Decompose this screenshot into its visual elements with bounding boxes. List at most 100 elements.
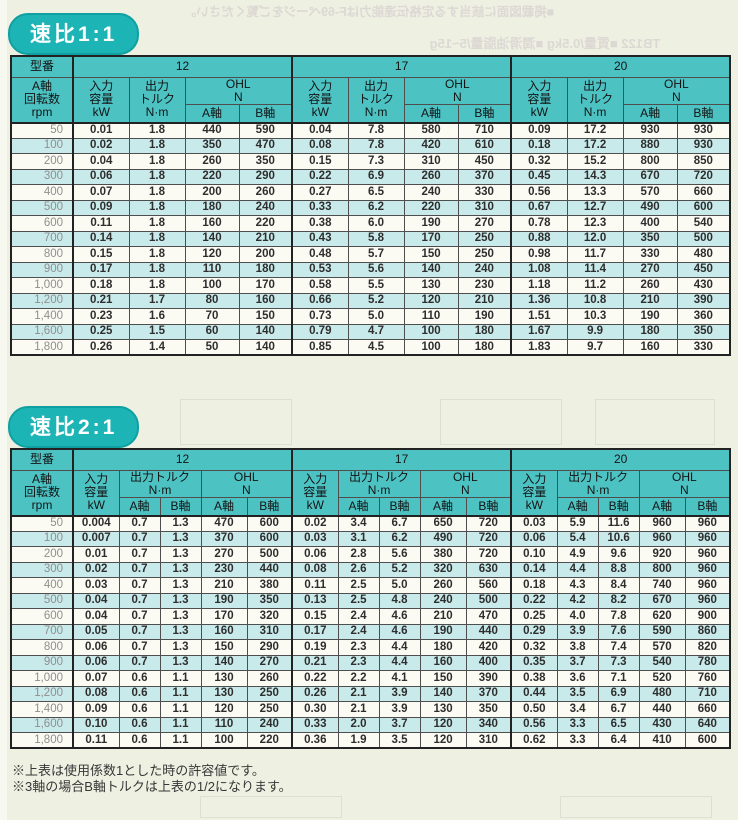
value-cell: 7.3 — [597, 654, 640, 672]
value-cell: 0.02 — [72, 137, 130, 155]
value-cell: 490 — [622, 199, 678, 217]
value-cell: 2.4 — [337, 608, 380, 625]
input-capacity-header: 入力 容量 kW — [291, 76, 349, 124]
value-cell: 0.56 — [510, 716, 558, 734]
rpm-cell: 50 — [10, 122, 74, 139]
a-axis-header: A軸 — [118, 497, 161, 517]
value-cell: 2.1 — [337, 701, 380, 718]
value-cell: 3.3 — [556, 732, 599, 749]
value-cell: 140 — [184, 230, 240, 248]
table-row: 50 0.01 1.8 440 590 0.04 7.8 580 710 0.09 17.2 930 9… — [10, 122, 731, 139]
value-cell: 2.8 — [337, 546, 380, 563]
value-cell: 0.06 — [510, 530, 558, 548]
value-cell: 7.3 — [347, 153, 405, 170]
value-cell: 0.88 — [510, 230, 568, 248]
b-axis-header: B軸 — [457, 104, 512, 124]
value-cell: 270 — [622, 261, 678, 279]
value-cell: 120 — [419, 732, 467, 749]
model-header-row: 型番 12 17 20 — [10, 55, 731, 78]
value-cell: 7.8 — [347, 137, 405, 155]
b-axis-header: B軸 — [378, 497, 421, 517]
table-row: 500 0.04 0.7 1.3 190 350 0.13 2.5 4.8 240 500 0.22 4… — [10, 592, 731, 610]
value-cell: 800 — [638, 561, 686, 579]
value-cell: 0.004 — [72, 515, 120, 532]
value-cell: 2.4 — [337, 623, 380, 641]
value-cell: 6.9 — [347, 168, 405, 186]
value-cell: 170 — [200, 608, 248, 625]
value-cell: 8.4 — [597, 577, 640, 594]
table-row: 1,200 0.08 0.6 1.1 130 250 0.26 2.1 3.9 140 370 0.4… — [10, 685, 731, 703]
value-cell: 710 — [457, 122, 512, 139]
value-cell: 590 — [638, 623, 686, 641]
rpm-cell: 600 — [10, 608, 74, 625]
ohl-header: OHL N — [419, 469, 512, 499]
bleedthrough-drawing — [560, 796, 712, 818]
value-cell: 17.2 — [566, 137, 624, 155]
value-cell: 70 — [184, 308, 240, 325]
value-cell: 490 — [419, 530, 467, 548]
value-cell: 1.3 — [159, 577, 202, 594]
value-cell: 0.56 — [510, 184, 568, 201]
value-cell: 1.3 — [159, 608, 202, 625]
value-cell: 17.2 — [566, 122, 624, 139]
value-cell: 0.06 — [72, 639, 120, 656]
table-row: 700 0.05 0.7 1.3 160 310 0.17 2.4 4.6 190 440 0.29 3… — [10, 623, 731, 641]
value-cell: 150 — [419, 670, 467, 687]
value-cell: 2.3 — [337, 639, 380, 656]
value-cell: 3.8 — [556, 639, 599, 656]
model-17-header: 17 — [291, 448, 512, 471]
value-cell: 400 — [622, 215, 678, 232]
value-cell: 0.48 — [291, 246, 349, 263]
value-cell: 720 — [676, 168, 731, 186]
value-cell: 250 — [457, 230, 512, 248]
value-cell: 0.08 — [291, 561, 339, 579]
value-cell: 210 — [419, 608, 467, 625]
value-cell: 1.3 — [159, 546, 202, 563]
value-cell: 930 — [676, 137, 731, 155]
table-row: 100 0.02 1.8 350 470 0.08 7.8 420 610 0.18 17.2 880… — [10, 137, 731, 155]
output-torque-header: 出力 トルク N·m — [347, 76, 405, 124]
value-cell: 3.9 — [378, 701, 421, 718]
value-cell: 160 — [238, 292, 293, 310]
value-cell: 1.8 — [128, 277, 186, 294]
value-cell: 0.09 — [72, 701, 120, 718]
value-cell: 310 — [403, 153, 459, 170]
value-cell: 6.4 — [597, 732, 640, 749]
rpm-cell: 100 — [10, 137, 74, 155]
value-cell: 3.4 — [337, 515, 380, 532]
value-cell: 100 — [200, 732, 248, 749]
value-cell: 1.36 — [510, 292, 568, 310]
value-cell: 10.8 — [566, 292, 624, 310]
value-cell: 6.7 — [378, 515, 421, 532]
value-cell: 350 — [184, 137, 240, 155]
value-cell: 1.08 — [510, 261, 568, 279]
value-cell: 3.5 — [378, 732, 421, 749]
table-row: 800 0.15 1.8 120 200 0.48 5.7 150 250 0.98 11.7 330… — [10, 246, 731, 263]
value-cell: 140 — [419, 685, 467, 703]
value-cell: 170 — [403, 230, 459, 248]
rpm-cell: 400 — [10, 577, 74, 594]
table-row: 300 0.02 0.7 1.3 230 440 0.08 2.6 5.2 320 630 0.14 4… — [10, 561, 731, 579]
value-cell: 0.04 — [72, 153, 130, 170]
value-cell: 9.6 — [597, 546, 640, 563]
value-cell: 150 — [200, 639, 248, 656]
value-cell: 220 — [238, 215, 293, 232]
table-row: 1,400 0.23 1.6 70 150 0.73 5.0 110 190 1.51 10.3 19… — [10, 308, 731, 325]
value-cell: 0.7 — [118, 546, 161, 563]
value-cell: 1.67 — [510, 323, 568, 341]
value-cell: 0.43 — [291, 230, 349, 248]
value-cell: 130 — [200, 685, 248, 703]
table-row: 800 0.06 0.7 1.3 150 290 0.19 2.3 4.4 180 420 0.32 3… — [10, 639, 731, 656]
value-cell: 0.85 — [291, 339, 349, 356]
value-cell: 630 — [465, 561, 512, 579]
value-cell: 200 — [184, 184, 240, 201]
table-row: 500 0.09 1.8 180 240 0.33 6.2 220 310 0.67 12.7 490… — [10, 199, 731, 217]
value-cell: 0.35 — [510, 654, 558, 672]
value-cell: 150 — [403, 246, 459, 263]
table-row: 900 0.06 0.7 1.3 140 270 0.21 2.3 4.4 160 400 0.35 3… — [10, 654, 731, 672]
value-cell: 140 — [403, 261, 459, 279]
value-cell: 3.9 — [556, 623, 599, 641]
value-cell: 1.9 — [337, 732, 380, 749]
value-cell: 3.4 — [556, 701, 599, 718]
table-row: 900 0.17 1.8 110 180 0.53 5.6 140 240 1.08 11.4 270… — [10, 261, 731, 279]
